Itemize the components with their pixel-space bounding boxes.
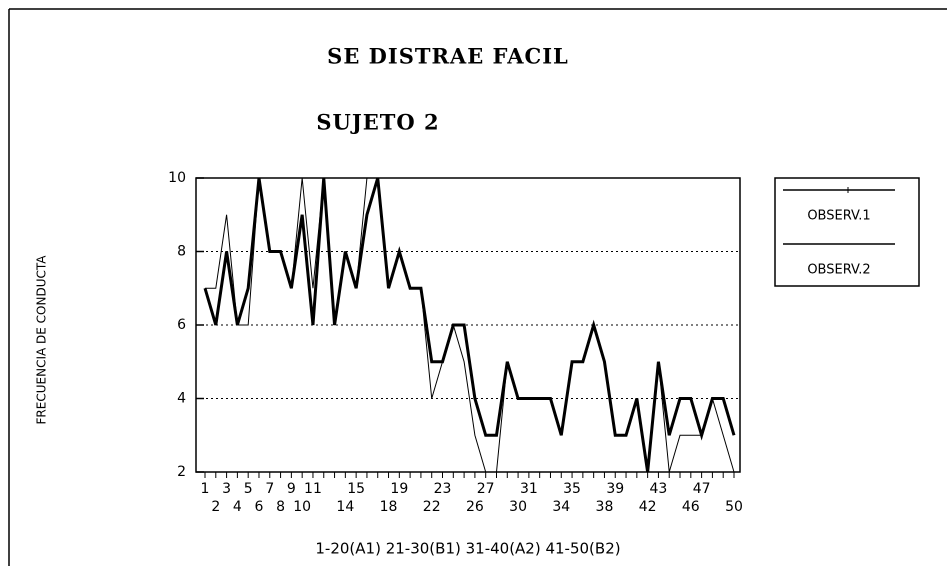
x-tick-label: 31 (520, 481, 538, 497)
x-tick-label: 10 (293, 499, 311, 515)
x-tick-label: 35 (563, 481, 581, 497)
x-tick-label: 26 (466, 499, 484, 515)
chart-title: SE DISTRAE FACIL (327, 44, 569, 69)
x-tick-label: 7 (265, 481, 274, 497)
x-tick-label: 42 (639, 499, 657, 515)
x-tick-label: 5 (244, 481, 253, 497)
x-tick-label: 15 (347, 481, 365, 497)
x-tick-label: 27 (477, 481, 495, 497)
x-tick-label: 9 (287, 481, 296, 497)
x-tick-label: 8 (276, 499, 285, 515)
y-tick-label: 8 (177, 244, 186, 260)
x-tick-label: 11 (304, 481, 322, 497)
data-line (205, 177, 735, 473)
legend-label: OBSERV.1 (807, 209, 870, 224)
y-tick-label: 10 (168, 170, 186, 186)
x-tick-label: 22 (423, 499, 441, 515)
data-line (203, 177, 736, 473)
x-tick-label: 30 (509, 499, 527, 515)
x-tick-label: 46 (682, 499, 700, 515)
x-tick-label: 4 (233, 499, 242, 515)
x-tick-label: 14 (336, 499, 354, 515)
x-tick-label: 6 (255, 499, 264, 515)
x-axis-label: 1-20(A1) 21-30(B1) 31-40(A2) 41-50(B2) (315, 540, 620, 558)
x-tick-label: 39 (606, 481, 624, 497)
x-tick-label: 19 (390, 481, 408, 497)
y-tick-label: 6 (177, 317, 186, 333)
x-tick-label: 43 (650, 481, 668, 497)
x-tick-label: 2 (211, 499, 220, 515)
x-tick-label: 1 (201, 481, 210, 497)
x-tick-label: 3 (222, 481, 231, 497)
x-tick-label: 47 (693, 481, 711, 497)
chart-subtitle: SUJETO 2 (316, 110, 439, 135)
x-tick-label: 23 (434, 481, 452, 497)
x-tick-label: 50 (725, 499, 743, 515)
legend-box (774, 177, 920, 287)
x-tick-label: 38 (596, 499, 614, 515)
legend-label: OBSERV.2 (807, 263, 870, 278)
x-tick-label: 34 (552, 499, 570, 515)
y-axis-label: FRECUENCIA DE CONDUCTA (35, 255, 49, 425)
x-tick-label: 18 (380, 499, 398, 515)
y-tick-label: 2 (177, 464, 186, 480)
y-tick-label: 4 (177, 391, 186, 407)
